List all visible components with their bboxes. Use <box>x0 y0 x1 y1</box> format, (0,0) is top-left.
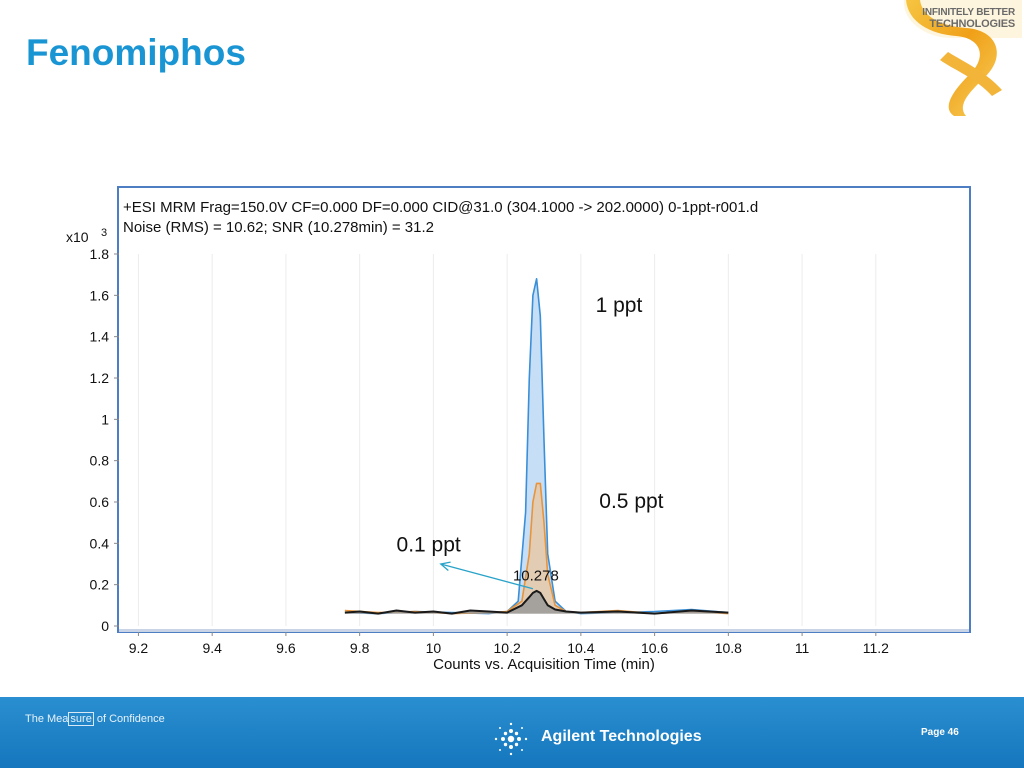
x-tick-label: 9.8 <box>350 640 370 656</box>
series-0-5ppt-fill <box>344 483 729 614</box>
x-tick-label: 9.2 <box>129 640 149 656</box>
chart-header-line2: Noise (RMS) = 10.62; SNR (10.278min) = 3… <box>123 219 434 236</box>
series-0-1ppt-line <box>344 589 729 615</box>
agilent-spark-icon <box>494 722 528 756</box>
x-tick-label: 9.4 <box>202 640 222 656</box>
grid-layer <box>137 254 877 626</box>
x-tick-label: 10.8 <box>715 640 742 656</box>
annotation-arrow-head <box>439 561 451 572</box>
y-multiplier-label: x10 <box>66 229 89 245</box>
label-1ppt: 1 ppt <box>596 294 643 317</box>
y-tick-label: 1.6 <box>90 287 110 303</box>
y-multiplier-exponent: 3 <box>101 227 107 239</box>
logo-line2: TECHNOLOGIES <box>929 18 1015 30</box>
y-tick-label: 1.2 <box>90 370 110 386</box>
logo-line1: INFINITELY BETTER <box>922 7 1015 18</box>
label-retention-time: 10.278 <box>513 568 559 585</box>
y-tick-label: 0 <box>101 618 109 634</box>
label-0-5ppt: 0.5 ppt <box>599 490 663 513</box>
x-tick-label: 10.2 <box>494 640 521 656</box>
footer-bar: The Mea sure of Confidence Agilent Techno… <box>0 697 1024 768</box>
axis-layer: 9.2 9.4 9.6 9.8 10 10.2 10.4 10.6 10.8 11 11.200.2… <box>90 246 890 656</box>
series-1ppt-fill <box>344 278 729 614</box>
series-layer <box>344 278 729 615</box>
ribbon-logo-graphic <box>903 0 1022 116</box>
y-tick-label: 0.8 <box>90 453 110 469</box>
series-0-1ppt-fill <box>344 590 729 614</box>
annotation-layer: 1 ppt 0.5 ppt 0.1 ppt 10.278 <box>397 294 664 590</box>
y-tick-label: 0.4 <box>90 535 110 551</box>
x-tick-label: 11 <box>795 640 810 656</box>
x-axis-label: Counts vs. Acquisition Time (min) <box>433 656 655 673</box>
infinitely-better-logo: INFINITELY BETTER TECHNOLOGIES <box>894 0 1024 118</box>
annotation-arrow-line <box>440 563 534 590</box>
x-tick-label: 10.6 <box>641 640 668 656</box>
chart-frame-bottom-shade <box>119 629 969 632</box>
company-name: Agilent Technologies <box>541 728 702 745</box>
y-tick-label: 0.2 <box>90 577 110 593</box>
tagline-part1: The Mea <box>25 713 69 725</box>
y-tick-label: 0.6 <box>90 494 110 510</box>
y-tick-label: 1.4 <box>90 329 110 345</box>
chromatogram-chart: 9.2 9.4 9.6 9.8 10 10.2 10.4 10.6 10.8 11 11.200.2… <box>66 186 971 673</box>
y-tick-label: 1.8 <box>90 246 110 262</box>
x-tick-label: 10 <box>426 640 442 656</box>
tagline-boxed-word: sure <box>68 712 94 726</box>
x-tick-label: 10.4 <box>567 640 594 656</box>
label-0-1ppt: 0.1 ppt <box>397 534 461 557</box>
x-tick-label: 11.2 <box>863 640 889 656</box>
slide-title: Fenomiphos <box>26 32 246 73</box>
chart-header-line1: +ESI MRM Frag=150.0V CF=0.000 DF=0.000 C… <box>123 199 758 216</box>
page-number: Page 46 <box>921 727 959 738</box>
x-tick-label: 9.6 <box>276 640 296 656</box>
footer-tagline: The Mea sure of Confidence <box>25 712 165 726</box>
tagline-part2: of Confidence <box>93 713 165 725</box>
y-tick-label: 1 <box>101 411 109 427</box>
